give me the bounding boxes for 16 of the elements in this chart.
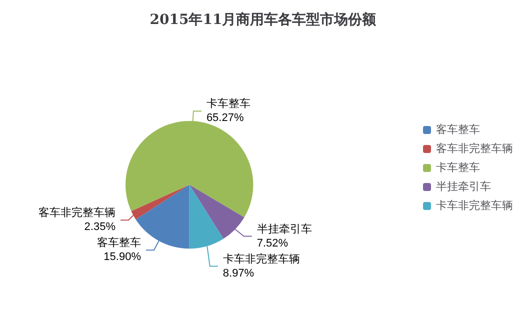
slice-label: 客车非完整车辆 xyxy=(38,206,116,220)
legend-label: 半挂牵引车 xyxy=(436,180,491,193)
legend-label: 客车整车 xyxy=(436,123,480,136)
data-label: 65.27% xyxy=(206,112,244,124)
legend-label: 客车非完整车辆 xyxy=(436,142,513,155)
data-label: 7.52% xyxy=(256,237,288,250)
slice-label: 半挂牵引车 xyxy=(256,222,312,236)
slice-label: 客车整车 xyxy=(96,236,141,250)
legend-label: 卡车非完整车辆 xyxy=(436,199,513,212)
chart-title: 2015年11月商用车各车型市场份额 xyxy=(150,11,378,28)
data-label: 15.90% xyxy=(104,251,142,264)
data-label: 2.35% xyxy=(84,221,116,234)
legend-label: 卡车整车 xyxy=(436,161,480,174)
data-label: 8.97% xyxy=(222,267,254,280)
slice-label: 卡车整车 xyxy=(206,97,250,110)
slice-label: 卡车非完整车辆 xyxy=(222,252,300,266)
